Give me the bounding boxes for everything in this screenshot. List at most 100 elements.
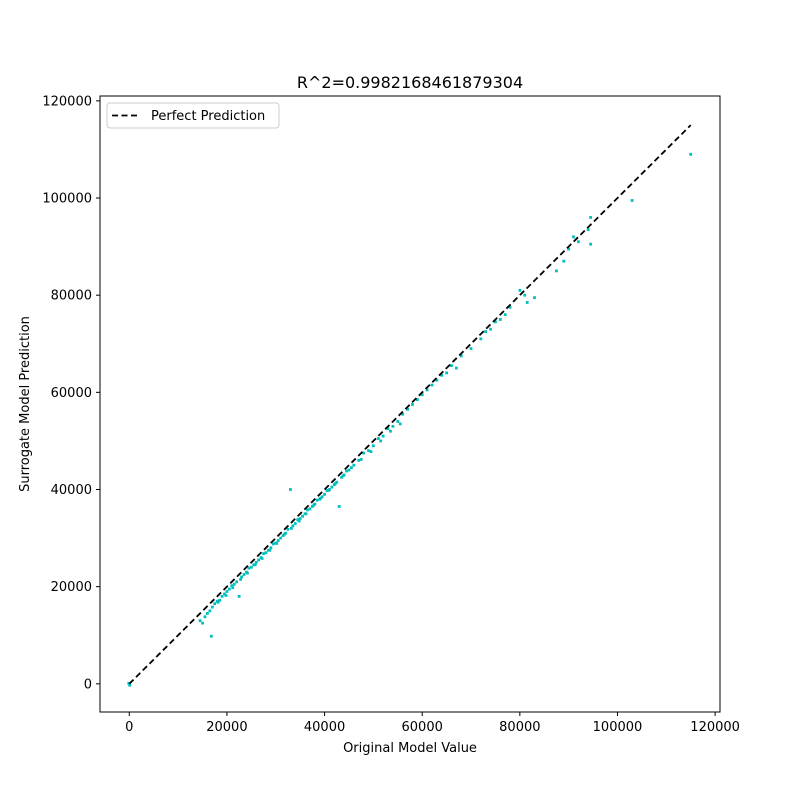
scatter-point [489, 327, 492, 331]
x-tick-label: 60000 [402, 720, 443, 735]
scatter-point [494, 320, 497, 324]
scatter-point [401, 412, 405, 416]
scatter-point [320, 495, 324, 499]
scatter-point [398, 422, 402, 426]
scatter-point [301, 514, 304, 518]
x-tick-label: 0 [125, 720, 133, 735]
scatter-point [268, 548, 272, 552]
legend: Perfect Prediction [106, 102, 280, 129]
scatter-point [283, 532, 286, 536]
scatter-point [242, 573, 246, 576]
scatter-point [203, 615, 207, 619]
scatter-point [333, 482, 337, 486]
scatter-point [210, 605, 214, 609]
scatter-point [376, 437, 380, 440]
x-tick-label: 100000 [593, 720, 643, 735]
scatter-point [415, 398, 419, 402]
scatter-point [347, 468, 351, 472]
scatter-point [345, 469, 348, 473]
scatter-point [479, 337, 483, 341]
scatter-point [213, 602, 217, 606]
scatter-point [225, 590, 229, 593]
scatter-point [198, 619, 202, 623]
scatter-point [386, 427, 390, 431]
scatter-point [411, 403, 414, 406]
scatter-point [260, 557, 264, 560]
chart-title: R^2=0.9982168461879304 [297, 73, 523, 92]
y-axis-label: Surrogate Model Prediction [18, 316, 33, 492]
scatter-point [257, 558, 261, 562]
scatter-point [359, 457, 363, 461]
scatter-point [357, 458, 361, 462]
scatter-point [289, 526, 293, 530]
scatter-point [406, 407, 409, 411]
perfect-prediction-line [128, 124, 692, 685]
x-axis-label: Original Model Value [343, 741, 477, 756]
y-tick-label: 0 [84, 677, 92, 692]
scatter-point [298, 517, 302, 521]
scatter-point [508, 305, 512, 309]
scatter-point [381, 434, 385, 438]
scatter-point [276, 539, 280, 542]
scatter-point [369, 450, 373, 454]
scatter-point [310, 505, 314, 508]
scatter-point [275, 542, 279, 545]
scatter-point [286, 527, 290, 531]
scatter-point [128, 683, 132, 687]
scatter-point [312, 503, 316, 507]
scatter-point [297, 519, 301, 523]
plot-frame [99, 95, 721, 713]
scatter-point [389, 429, 392, 433]
scatter-point [589, 242, 593, 246]
scatter-point [281, 534, 285, 538]
scatter-point [454, 366, 458, 370]
scatter-point [315, 498, 319, 502]
scatter-point [518, 288, 522, 292]
scatter-point [330, 485, 334, 489]
y-tick-label: 60000 [51, 386, 92, 401]
scatter-point [589, 216, 593, 219]
scatter-point [350, 466, 353, 470]
scatter-point [127, 681, 131, 685]
scatter-point [420, 393, 424, 397]
y-tick-label: 120000 [42, 94, 92, 109]
scatter-point [484, 330, 488, 334]
scatter-point [440, 373, 444, 377]
scatter-point [216, 600, 220, 604]
scatter-point [586, 228, 590, 231]
scatter-point [498, 318, 502, 321]
x-tick-label: 80000 [499, 720, 540, 735]
scatter-point [239, 577, 242, 581]
y-tick-label: 80000 [51, 289, 92, 304]
scatter-point [262, 552, 265, 556]
scatter-point [267, 548, 270, 552]
scatter-point [371, 444, 375, 448]
scatter-point [206, 611, 209, 615]
scatter-point [232, 582, 236, 586]
scatter-point [396, 420, 400, 423]
scatter-point [235, 580, 239, 584]
y-axis-ticks: 0 20000 40000 60000 80000 100000 120000 [42, 94, 100, 692]
legend-box [106, 102, 280, 129]
scatter-point [327, 489, 330, 492]
scatter-point [341, 474, 345, 478]
scatter-point [218, 598, 222, 602]
scatter-point [445, 371, 449, 375]
scatter-point [264, 551, 268, 555]
scatter-point [525, 301, 529, 304]
scatter-point [252, 563, 256, 567]
x-tick-label: 20000 [206, 720, 247, 735]
scatter-point [208, 609, 212, 613]
scatter-point [231, 586, 235, 590]
scatter-point [253, 563, 257, 567]
scatter-point [293, 522, 297, 525]
scatter-point [435, 378, 439, 382]
scatter-point [319, 496, 323, 500]
scatter-point [459, 354, 463, 358]
scatter-point [325, 489, 329, 492]
scatter-point [469, 347, 473, 351]
x-tick-label: 40000 [304, 720, 345, 735]
scatter-point [269, 546, 273, 550]
y-tick-label: 20000 [51, 580, 92, 595]
